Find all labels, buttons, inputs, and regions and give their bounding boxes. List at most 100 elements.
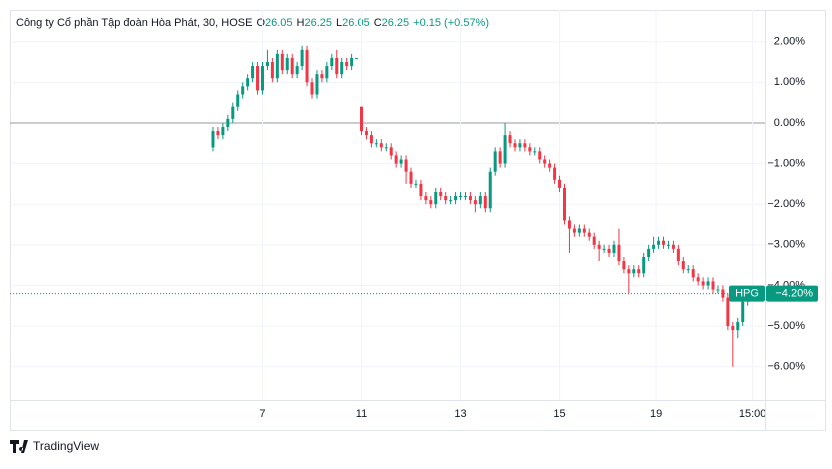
price-tag — [766, 285, 818, 302]
candle-body — [696, 277, 700, 282]
legend-header: Công ty Cổ phần Tập đoàn Hòa Phát, 30, H… — [16, 17, 489, 29]
candle-body — [478, 196, 482, 205]
candle-body — [459, 196, 463, 198]
candle-body — [632, 269, 636, 274]
candle-body — [260, 66, 264, 91]
symbol-label: HPG — [735, 287, 759, 299]
candle-body — [350, 57, 354, 67]
candle-body — [711, 281, 715, 290]
y-tick-label: −3.00% — [767, 239, 805, 251]
candle-body — [736, 322, 740, 331]
candle-body — [587, 232, 591, 237]
y-tick-label: 0.00% — [774, 117, 805, 129]
candle-body — [523, 143, 527, 148]
candle-body — [567, 220, 571, 229]
candle-body — [226, 118, 230, 127]
candle-body — [290, 57, 294, 75]
y-tick-label: −2.00% — [767, 198, 805, 210]
candle-body — [374, 143, 378, 145]
candle-body — [726, 297, 730, 327]
candle-body — [538, 151, 542, 160]
candle-body — [241, 86, 245, 95]
candle-body — [607, 248, 611, 253]
candle-body — [533, 151, 537, 153]
candle-body — [716, 289, 720, 291]
candle-body — [236, 94, 240, 107]
candle-body — [280, 53, 284, 71]
symbol: Công ty Cổ phần Tập đoàn Hòa Phát, 30, H… — [16, 17, 252, 29]
candle-body — [642, 257, 646, 274]
ohlc-label: C — [374, 17, 382, 29]
candle-body — [468, 196, 472, 201]
x-tick-label: 15:00 — [739, 408, 767, 420]
ohlc-label: O — [256, 17, 265, 29]
candle-body — [473, 200, 477, 205]
candle-body — [562, 187, 566, 221]
candle-body — [741, 301, 745, 322]
candle-body — [211, 131, 215, 148]
candle-body — [315, 74, 319, 95]
plot — [10, 10, 765, 400]
candle-body — [399, 159, 403, 164]
ohlc-label: H — [297, 17, 305, 29]
brand-logo — [10, 440, 28, 453]
candle-body — [355, 57, 359, 59]
candle-body — [444, 196, 448, 201]
candle-body — [285, 57, 289, 71]
candle-body — [662, 240, 666, 245]
candle-body — [558, 179, 562, 188]
candle-body — [419, 183, 423, 197]
candle-body — [295, 66, 299, 75]
candle-body — [389, 147, 393, 156]
candle-body — [582, 228, 586, 233]
candle-body — [231, 106, 235, 119]
x-tick-label: 13 — [454, 408, 466, 420]
candle-body — [256, 66, 260, 91]
x-tick-label: 11 — [356, 408, 367, 420]
candle-body — [701, 281, 705, 286]
candle-body — [553, 167, 557, 180]
candle-body — [493, 151, 497, 172]
candle-body — [325, 66, 329, 79]
candle-body — [518, 143, 522, 148]
y-tick-label: −5.00% — [767, 320, 805, 332]
candle-body — [572, 228, 576, 233]
candle-body — [251, 66, 255, 79]
candle-body — [369, 135, 373, 144]
candle-body — [340, 62, 344, 75]
candle-body — [622, 261, 626, 270]
candle-body — [216, 131, 220, 136]
candle-body — [671, 244, 675, 249]
candle-body — [345, 62, 349, 67]
ohlc-label: L — [336, 17, 342, 29]
candle-body — [275, 53, 279, 79]
candle-body — [637, 269, 641, 274]
x-tick-label: 19 — [650, 408, 662, 420]
price-label: −4.20% — [775, 287, 813, 299]
candle-body — [404, 159, 408, 172]
candle-body — [424, 196, 428, 201]
candle-body — [592, 236, 596, 245]
candle-body — [246, 78, 250, 87]
y-tick-label: 1.00% — [774, 76, 805, 88]
x-tick-label: 15 — [553, 408, 565, 420]
ohlc-value: 26.05 — [342, 17, 370, 29]
candle-body — [300, 49, 304, 67]
candle-body — [429, 200, 433, 205]
candle-body — [449, 200, 453, 202]
y-tick-label: −1.00% — [767, 157, 805, 169]
y-tick-label: 2.00% — [774, 36, 805, 48]
candle-body — [310, 82, 314, 95]
candle-body — [320, 74, 324, 79]
candle-body — [498, 151, 502, 164]
candle-body — [543, 159, 547, 164]
x-tick-label: 7 — [259, 408, 265, 420]
ohlc-value: 26.25 — [382, 17, 410, 29]
candle-body — [676, 248, 680, 262]
candle-body — [731, 326, 735, 331]
candle-body — [657, 240, 661, 245]
candle-body — [335, 57, 339, 75]
frame — [10, 10, 826, 431]
